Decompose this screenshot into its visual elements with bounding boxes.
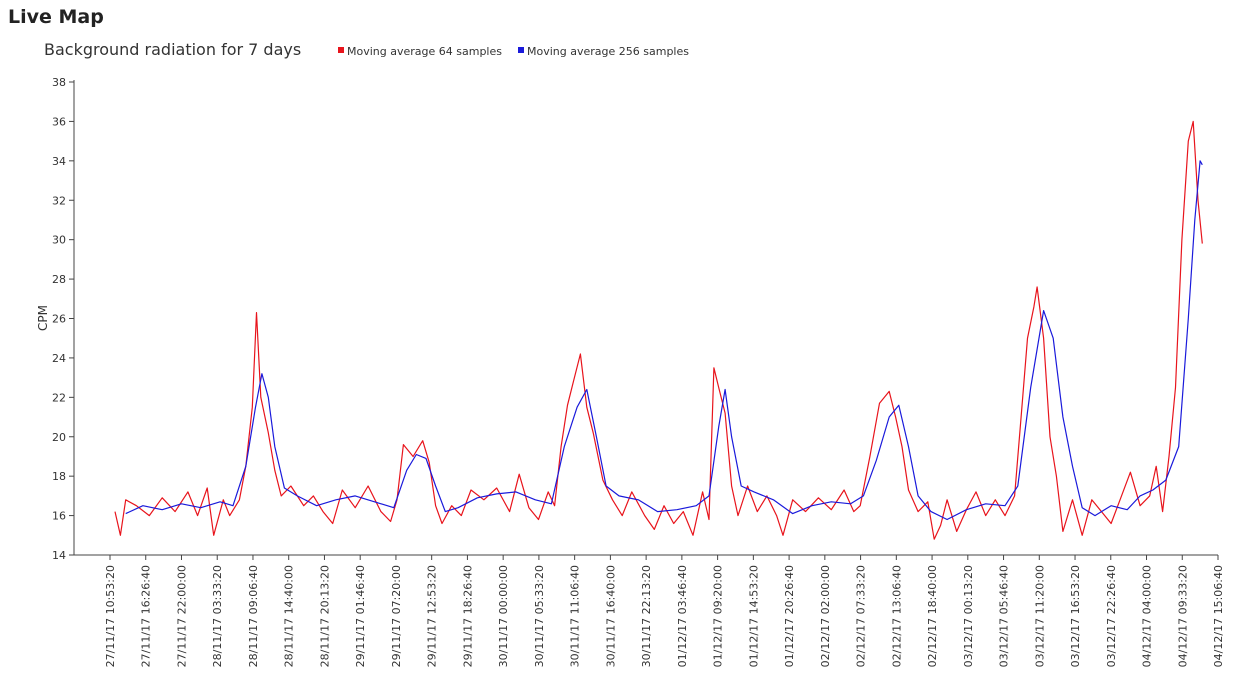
x-tick-label: 30/11/17 22:13:20 <box>640 565 653 667</box>
series-line-256-samples <box>125 160 1203 521</box>
legend-swatch-256 <box>518 47 524 53</box>
y-axis: 14 16 18 20 22 24 26 28 30 32 34 36 38 <box>52 76 75 562</box>
x-axis: 27/11/17 10:53:20 27/11/17 16:26:40 27/11/… <box>74 554 1225 667</box>
y-tick-label: 36 <box>52 115 66 128</box>
x-tick-label: 28/11/17 03:33:20 <box>211 565 224 667</box>
y-tick-label: 24 <box>52 352 66 365</box>
x-tick-label: 27/11/17 10:53:20 <box>104 565 117 667</box>
y-tick-label: 18 <box>52 470 66 483</box>
series-layer <box>114 120 1203 540</box>
x-tick-label: 02/12/17 02:00:00 <box>819 565 832 667</box>
x-tick-label: 30/11/17 05:33:20 <box>533 565 546 667</box>
y-tick-label: 34 <box>52 155 66 168</box>
x-tick-label: 01/12/17 20:26:40 <box>783 565 796 667</box>
x-tick-label: 30/11/17 00:00:00 <box>497 565 510 667</box>
x-tick-label: 03/12/17 00:13:20 <box>962 565 975 667</box>
legend-label-64: Moving average 64 samples <box>347 45 502 58</box>
x-tick-label: 27/11/17 16:26:40 <box>140 565 153 667</box>
chart-legend: Moving average 64 samples Moving average … <box>338 45 689 58</box>
y-axis-label: CPM <box>36 305 50 331</box>
x-tick-label: 04/12/17 04:00:00 <box>1141 565 1154 667</box>
x-tick-label: 30/11/17 16:40:00 <box>604 565 617 667</box>
y-tick-label: 38 <box>52 76 66 89</box>
legend-swatch-64 <box>338 47 344 53</box>
y-tick-label: 14 <box>52 549 66 562</box>
y-tick-label: 22 <box>52 391 66 404</box>
x-tick-label: 02/12/17 18:40:00 <box>926 565 939 667</box>
x-tick-label: 02/12/17 07:33:20 <box>855 565 868 667</box>
x-tick-label: 03/12/17 22:26:40 <box>1105 565 1118 667</box>
x-tick-label: 29/11/17 01:46:40 <box>354 565 367 667</box>
x-tick-label: 01/12/17 14:53:20 <box>747 565 760 667</box>
x-tick-label: 02/12/17 13:06:40 <box>890 565 903 667</box>
legend-label-256: Moving average 256 samples <box>527 45 689 58</box>
x-tick-label: 29/11/17 07:20:00 <box>390 565 403 667</box>
x-tick-label: 01/12/17 03:46:40 <box>676 565 689 667</box>
y-tick-label: 30 <box>52 234 66 247</box>
x-tick-label: 04/12/17 09:33:20 <box>1176 565 1189 667</box>
y-tick-label: 16 <box>52 510 66 523</box>
chart-title: Background radiation for 7 days <box>44 40 301 59</box>
x-tick-label: 03/12/17 16:53:20 <box>1069 565 1082 667</box>
series-line-64-samples <box>114 120 1203 540</box>
x-tick-label: 28/11/17 20:13:20 <box>318 565 331 667</box>
x-tick-label: 03/12/17 05:46:40 <box>998 565 1011 667</box>
x-tick-label: 29/11/17 12:53:20 <box>426 565 439 667</box>
x-tick-label: 03/12/17 11:20:00 <box>1033 565 1046 667</box>
y-tick-label: 20 <box>52 431 66 444</box>
x-tick-label: 28/11/17 14:40:00 <box>283 565 296 667</box>
x-tick-label: 28/11/17 09:06:40 <box>247 565 260 667</box>
x-tick-label: 29/11/17 18:26:40 <box>461 565 474 667</box>
x-tick-label: 01/12/17 09:20:00 <box>712 565 725 667</box>
x-tick-label: 30/11/17 11:06:40 <box>569 565 582 667</box>
page-title: Live Map <box>8 6 104 28</box>
y-tick-label: 28 <box>52 273 66 286</box>
y-tick-label: 32 <box>52 194 66 207</box>
y-tick-label: 26 <box>52 313 66 326</box>
x-tick-label: 27/11/17 22:00:00 <box>175 565 188 667</box>
x-tick-label: 04/12/17 15:06:40 <box>1212 565 1225 667</box>
